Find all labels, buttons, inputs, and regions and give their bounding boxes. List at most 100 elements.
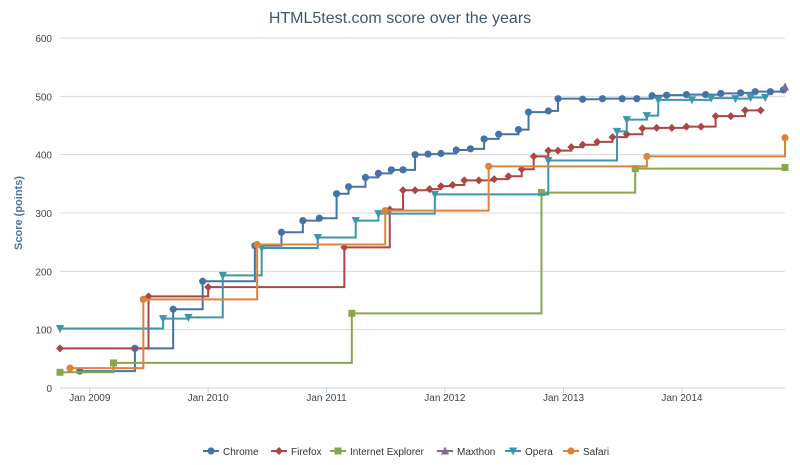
data-point-chrome — [411, 151, 419, 159]
series-internet-explorer — [56, 164, 789, 376]
data-point-firefox — [726, 112, 735, 121]
data-point-chrome — [717, 89, 725, 98]
data-point-opera — [687, 96, 697, 105]
data-point-internet-explorer — [631, 165, 639, 173]
data-point-firefox — [448, 181, 457, 189]
data-point-safari — [381, 207, 389, 215]
data-point-chrome — [387, 166, 395, 174]
data-point-firefox — [490, 175, 499, 184]
data-point-chrome — [751, 88, 759, 96]
data-point-chrome — [332, 190, 341, 198]
data-point-safari — [643, 152, 651, 161]
data-point-chrome — [480, 135, 488, 143]
data-point-chrome — [514, 125, 523, 134]
data-point-chrome — [344, 183, 353, 191]
data-point-chrome — [633, 95, 641, 103]
data-point-opera — [746, 94, 755, 102]
data-point-chrome — [524, 108, 533, 116]
data-point-chrome — [315, 214, 323, 222]
data-point-chrome — [701, 90, 710, 99]
legend-item-chrome[interactable]: Chrome — [203, 447, 259, 458]
data-point-chrome — [399, 166, 407, 174]
data-point-opera — [544, 157, 553, 165]
data-point-firefox — [56, 344, 64, 353]
series-group — [55, 82, 790, 376]
data-point-opera — [612, 127, 622, 136]
data-point-firefox — [554, 146, 563, 155]
data-point-opera — [622, 116, 631, 125]
data-point-safari — [139, 295, 147, 303]
series-chrome — [76, 86, 787, 375]
data-point-firefox — [411, 186, 420, 195]
y-tick-label: 400 — [35, 151, 52, 162]
legend-marker — [275, 447, 283, 455]
legend-item-opera[interactable]: Opera — [505, 447, 553, 458]
data-point-opera — [761, 94, 770, 102]
legend-marker — [508, 447, 518, 456]
data-point-firefox — [544, 146, 553, 155]
legend-item-safari[interactable]: Safari — [563, 447, 609, 458]
data-point-opera — [55, 325, 65, 333]
legend-label: Opera — [525, 447, 553, 458]
series-firefox — [56, 106, 765, 353]
data-point-opera — [731, 95, 740, 104]
data-point-internet-explorer — [348, 309, 356, 317]
data-point-safari — [781, 134, 789, 142]
data-point-chrome — [495, 130, 503, 138]
data-point-chrome — [663, 91, 671, 99]
x-tick-label: Jan 2010 — [188, 393, 230, 404]
data-point-safari — [66, 364, 74, 372]
legend-item-maxthon[interactable]: Maxthon — [437, 446, 495, 459]
series-line-safari — [70, 137, 786, 370]
data-point-firefox — [756, 106, 765, 115]
series-opera — [55, 94, 770, 333]
data-point-firefox — [578, 140, 587, 149]
data-point-chrome — [579, 95, 587, 103]
legend-marker — [207, 447, 215, 455]
data-point-chrome — [277, 228, 286, 236]
legend-item-internet-explorer[interactable]: Internet Explorer — [330, 447, 425, 458]
data-point-firefox — [682, 122, 691, 131]
data-point-opera — [430, 190, 440, 199]
data-point-opera — [218, 271, 227, 280]
data-point-internet-explorer — [537, 189, 545, 197]
data-point-firefox — [399, 186, 408, 195]
data-point-firefox — [652, 123, 661, 132]
data-point-opera — [158, 315, 168, 324]
data-point-internet-explorer — [781, 164, 789, 171]
x-tick-label: Jan 2011 — [306, 393, 347, 404]
series-line-chrome — [79, 89, 785, 373]
y-axis: 0 100 200 300 400 500 600 — [35, 34, 52, 395]
data-point-firefox — [567, 143, 576, 152]
x-tick-label: Jan 2014 — [661, 393, 703, 404]
data-point-firefox — [638, 124, 647, 133]
x-axis: Jan 2009 Jan 2010 Jan 2011 Jan 2012 Jan 2013… — [69, 388, 703, 404]
legend-label: Firefox — [291, 447, 322, 458]
data-point-chrome — [452, 146, 460, 154]
legend-label: Maxthon — [457, 447, 495, 458]
y-tick-label: 600 — [35, 34, 52, 45]
y-tick-label: 0 — [46, 384, 52, 395]
data-point-firefox — [436, 182, 445, 191]
data-point-chrome — [544, 107, 552, 115]
data-point-chrome — [766, 88, 775, 96]
data-point-chrome — [299, 216, 307, 225]
legend-label: Internet Explorer — [350, 447, 425, 458]
data-point-opera — [313, 234, 322, 242]
legend[interactable]: Chrome Firefox Internet Explorer Maxthon Ope… — [203, 446, 609, 459]
data-point-chrome — [648, 92, 656, 100]
legend-item-firefox[interactable]: Firefox — [271, 447, 322, 458]
data-point-firefox — [474, 176, 483, 185]
series-line-internet-explorer — [60, 167, 786, 374]
data-point-chrome — [374, 169, 383, 177]
data-point-chrome — [598, 95, 607, 103]
data-point-firefox — [529, 152, 538, 161]
data-point-opera — [374, 210, 383, 219]
data-point-opera — [706, 94, 716, 103]
data-point-firefox — [608, 133, 617, 142]
series-maxthon — [780, 82, 790, 91]
data-point-chrome — [618, 95, 626, 103]
x-tick-label: Jan 2013 — [543, 393, 585, 404]
data-point-internet-explorer — [109, 359, 117, 367]
